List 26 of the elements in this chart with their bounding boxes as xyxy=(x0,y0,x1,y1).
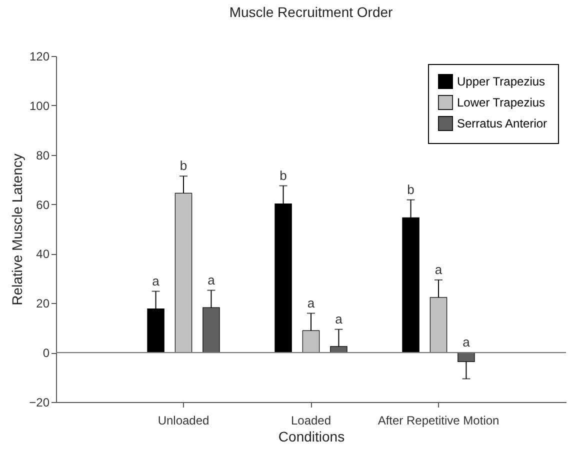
data-label: a xyxy=(434,262,443,277)
x-tick-label: Unloaded xyxy=(158,414,210,428)
x-tick-label: After Repetitive Motion xyxy=(378,414,500,428)
x-axis-title: Conditions xyxy=(278,428,345,444)
y-tick-label: 0 xyxy=(42,346,50,360)
y-tick-label: 40 xyxy=(36,247,50,262)
legend-label: Upper Trapezius xyxy=(457,74,546,88)
legend-label: Serratus Anterior xyxy=(457,116,548,130)
data-label: b xyxy=(280,168,287,183)
y-tick-label: −20 xyxy=(29,396,50,410)
y-tick-label: 60 xyxy=(36,198,50,212)
legend-label: Lower Trapezius xyxy=(457,96,546,110)
chart-title: Muscle Recruitment Order xyxy=(229,4,394,20)
y-axis-title: Relative Muscle Latency xyxy=(9,154,26,306)
y-tick-label: 120 xyxy=(29,50,50,64)
data-label: b xyxy=(180,158,188,174)
data-label: a xyxy=(307,295,316,310)
data-label: a xyxy=(335,311,344,326)
y-tick-label: 100 xyxy=(29,98,50,113)
data-label: a xyxy=(152,273,160,288)
data-label: a xyxy=(462,334,471,350)
data-label: b xyxy=(407,182,414,197)
y-tick-label: 80 xyxy=(36,148,50,162)
data-label: a xyxy=(208,272,216,288)
y-tick-label: 20 xyxy=(36,296,50,311)
x-tick-label: Loaded xyxy=(290,414,332,428)
